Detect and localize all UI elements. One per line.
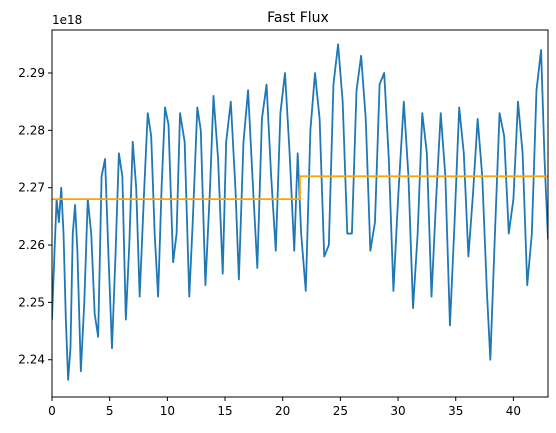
x-tick-label: 40: [506, 404, 521, 418]
x-tick-label: 25: [333, 404, 348, 418]
x-tick-label: 35: [448, 404, 463, 418]
series-line-1: [52, 175, 548, 201]
x-axis: 0 5 10 15 20 25 30 35 40: [48, 397, 521, 418]
y-tick-label: 2.26: [18, 238, 45, 252]
y-tick-label: 2.29: [18, 66, 45, 80]
x-tick-label: 5: [106, 404, 114, 418]
y-tick-label: 2.28: [18, 123, 45, 137]
x-tick-label: 20: [275, 404, 290, 418]
x-tick-label: 15: [217, 404, 232, 418]
y-tick-label: 2.27: [18, 181, 45, 195]
plot-content: [52, 43, 548, 381]
x-tick-label: 30: [390, 404, 405, 418]
x-tick-label: 10: [160, 404, 175, 418]
plot-frame: [51, 29, 549, 398]
y-axis: 2.24 2.25 2.26 2.27 2.28 2.29: [18, 66, 52, 367]
chart-title: Fast Flux: [267, 10, 329, 26]
series-line-0: [52, 43, 548, 381]
y-tick-label: 2.25: [18, 295, 45, 309]
y-tick-label: 2.24: [18, 353, 45, 367]
y-offset-text: 1e18: [52, 13, 82, 27]
x-tick-label: 0: [48, 404, 56, 418]
